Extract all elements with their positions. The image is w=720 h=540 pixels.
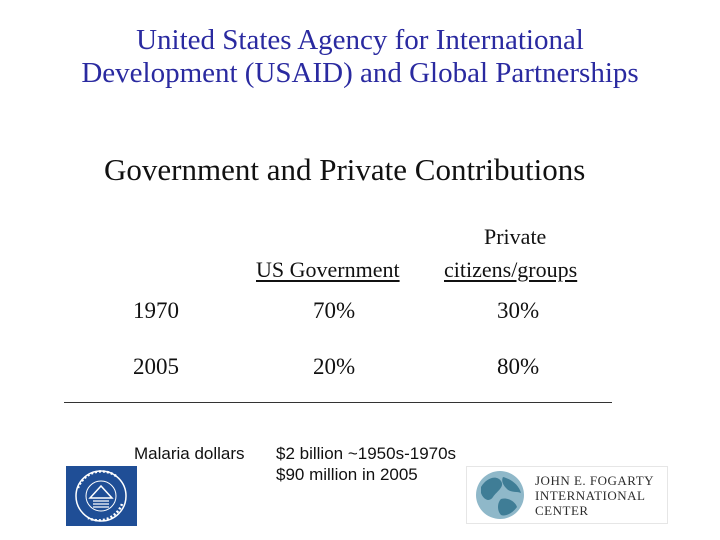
nih-seal-icon [75,470,127,522]
page-title-line-1: United States Agency for International [136,24,584,56]
fogarty-line-3: CENTER [535,503,589,518]
fogarty-logo: JOHN E. FOGARTY INTERNATIONAL CENTER [466,466,668,524]
page-title-line-2: Development (USAID) and Global Partnersh… [81,57,639,89]
section-subtitle: Government and Private Contributions [104,152,586,187]
col-header-private-line1: Private [484,224,547,249]
fogarty-line-1: JOHN E. FOGARTY [535,473,655,488]
malaria-label: Malaria dollars [134,444,245,463]
col-header-us-government: US Government [256,257,400,282]
col-header-private-line2: citizens/groups [444,257,578,282]
row-2005-gov: 20% [313,354,356,379]
divider-rule [64,402,612,403]
malaria-line-2: $90 million in 2005 [276,465,418,484]
malaria-line-1: $2 billion ~1950s-1970s [276,444,457,463]
row-2005-year: 2005 [133,354,179,379]
row-1970-year: 1970 [133,298,179,323]
globe-icon [476,471,524,519]
row-2005-private: 80% [497,354,540,379]
fogarty-line-2: INTERNATIONAL [535,488,646,503]
nih-logo [66,466,137,526]
row-1970-gov: 70% [313,298,356,323]
row-1970-private: 30% [497,298,540,323]
